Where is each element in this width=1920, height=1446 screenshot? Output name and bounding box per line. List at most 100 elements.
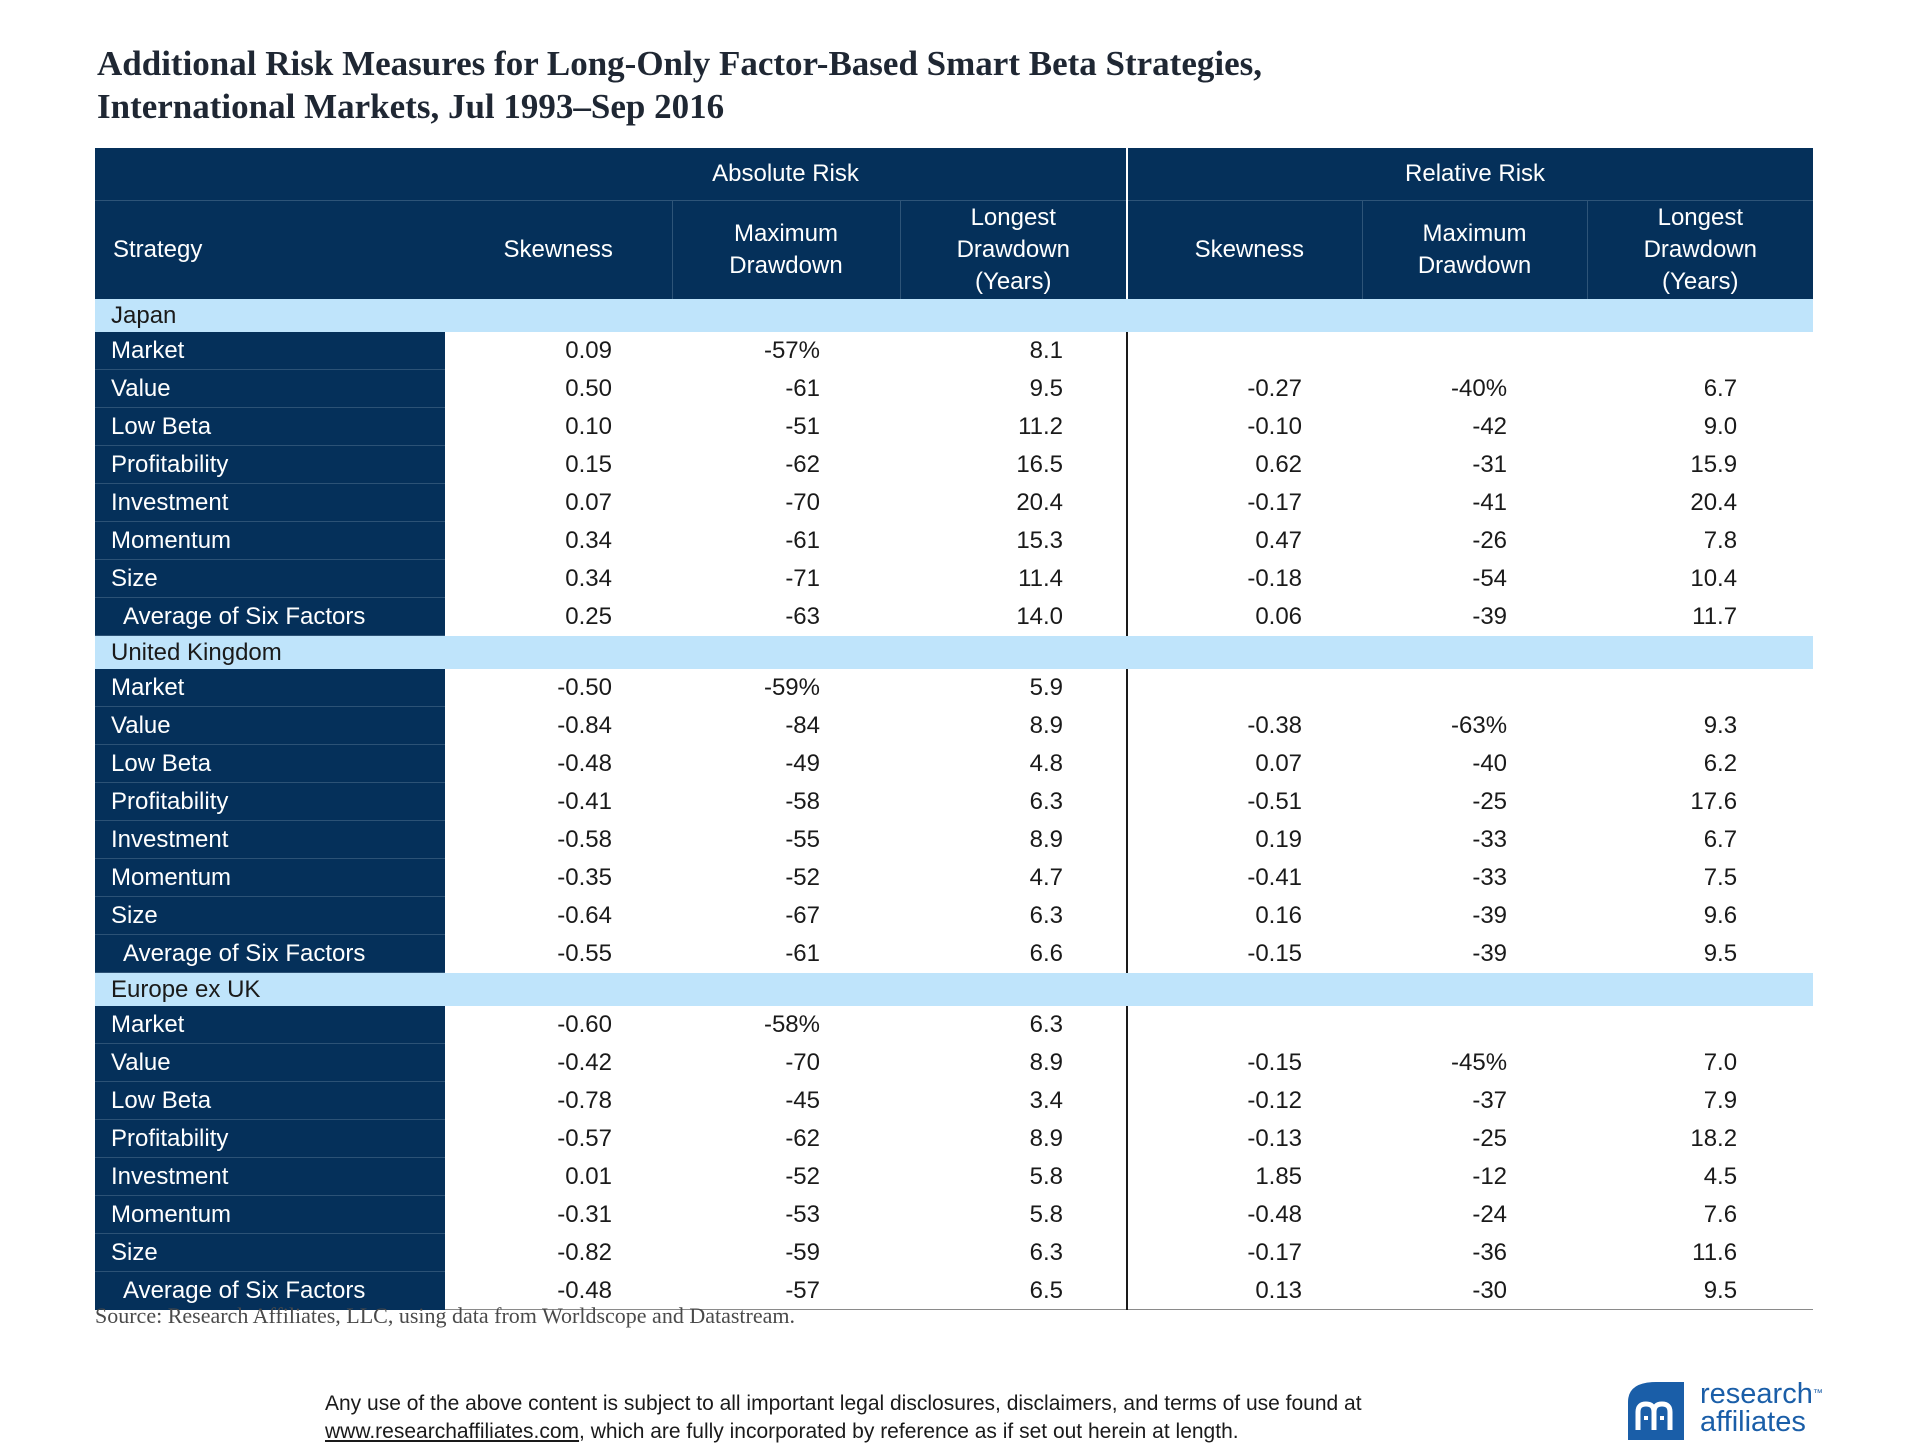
abs-skewness-cell: 0.34 xyxy=(565,565,612,592)
rel-longest-drawdown-cell: 7.5 xyxy=(1703,864,1738,891)
rel-longest-drawdown-cell: 9.5 xyxy=(1703,940,1738,967)
table-divider xyxy=(1126,896,1138,935)
research-affiliates-logo-icon xyxy=(1628,1382,1684,1440)
abs-max-drawdown-cell: -70 xyxy=(785,1049,820,1076)
strategy-name-cell: Value xyxy=(95,369,445,408)
abs-skewness-cell: -0.64 xyxy=(557,902,612,929)
table-divider xyxy=(1126,934,1138,973)
rel-skewness-cell: -0.48 xyxy=(1247,1201,1303,1228)
header-text: Longest xyxy=(1657,204,1743,231)
rel-max-drawdown-cell: -25 xyxy=(1472,1125,1508,1152)
section-name: United Kingdom xyxy=(95,635,1814,669)
table-row: Momentum 0.34 -61 15.3 0.47 -26 7.8 xyxy=(95,521,1813,560)
rel-skewness-cell: -0.41 xyxy=(1247,864,1303,891)
rel-skewness-cell: -0.17 xyxy=(1247,1239,1303,1266)
rel-max-drawdown-cell: -26 xyxy=(1472,527,1508,554)
rel-max-drawdown-cell: -40 xyxy=(1472,750,1508,777)
abs-max-drawdown-cell: -57% xyxy=(763,337,820,365)
rel-longest-drawdown-cell: 6.7 xyxy=(1703,375,1738,402)
abs-max-drawdown-cell: -57 xyxy=(672,1271,900,1310)
abs-max-drawdown-cell: -62 xyxy=(785,1125,820,1152)
header-rel-longest-drawdown: Longest Drawdown (Years) xyxy=(1586,200,1814,299)
rel-skewness-cell: 0.16 xyxy=(1255,902,1303,929)
rel-skewness-cell: 0.06 xyxy=(1255,603,1303,630)
header-text: Drawdown xyxy=(729,252,843,279)
abs-max-drawdown-cell: -51 xyxy=(785,413,820,440)
rel-max-drawdown-cell xyxy=(1362,1006,1587,1044)
abs-max-drawdown-cell: -70 xyxy=(785,489,820,516)
abs-skewness-cell: 0.15 xyxy=(565,451,612,478)
abs-skewness-cell: 0.01 xyxy=(565,1163,612,1190)
abs-longest-drawdown-cell: 8.1 xyxy=(1029,337,1064,365)
abs-longest-drawdown-cell: 4.8 xyxy=(1029,750,1064,777)
disclaimer-line-2: www.researchaffiliates.com, which are fu… xyxy=(325,1418,1625,1446)
table-row: Value 0.50 -61 9.5 -0.27 -40% 6.7 xyxy=(95,369,1813,408)
abs-longest-drawdown-cell: 5.9 xyxy=(1029,674,1064,702)
abs-skewness-cell: -0.78 xyxy=(557,1087,612,1114)
header-divider xyxy=(1126,200,1138,299)
rel-longest-drawdown-cell: 18.2 xyxy=(1690,1125,1738,1152)
table-row: Average of Six Factors 0.25 -63 14.0 0.06 -39… xyxy=(95,597,1813,636)
abs-skewness-cell: -0.82 xyxy=(557,1239,612,1266)
table-row: Market -0.50 -59% 5.9 xyxy=(95,669,1813,707)
abs-max-drawdown-cell: -58% xyxy=(763,1011,820,1039)
table-divider xyxy=(1126,1195,1138,1234)
table-row: Size -0.64 -67 6.3 0.16 -39 9.6 xyxy=(95,896,1813,935)
table-row: Low Beta 0.10 -51 11.2 -0.10 -42 9.0 xyxy=(95,407,1813,446)
rel-longest-drawdown-cell xyxy=(1587,1006,1813,1044)
table-row: Profitability -0.57 -62 8.9 -0.13 -25 18.2 xyxy=(95,1119,1813,1158)
table-row: Size 0.34 -71 11.4 -0.18 -54 10.4 xyxy=(95,559,1813,598)
logo-trademark: ™ xyxy=(1812,1388,1823,1399)
rel-longest-drawdown-cell xyxy=(1587,332,1813,370)
abs-longest-drawdown-cell: 3.4 xyxy=(1029,1087,1064,1114)
header-blank xyxy=(95,148,445,201)
rel-max-drawdown-cell: -39 xyxy=(1472,902,1508,929)
rel-longest-drawdown-cell: 6.7 xyxy=(1703,826,1738,853)
abs-longest-drawdown-cell: 5.8 xyxy=(1029,1201,1064,1228)
header-abs-skewness: Skewness xyxy=(445,200,672,299)
risk-measures-table: Absolute Risk Relative Risk Strategy Ske… xyxy=(95,148,1814,1310)
strategy-name-cell: Momentum xyxy=(95,521,445,560)
abs-longest-drawdown-cell: 9.5 xyxy=(1029,375,1064,402)
rel-longest-drawdown-cell: 9.6 xyxy=(1703,902,1738,929)
abs-max-drawdown-cell: -58 xyxy=(785,788,820,815)
abs-max-drawdown-cell: -67 xyxy=(785,902,820,929)
logo-wordmark: research™ affiliates xyxy=(1700,1380,1823,1438)
title-line-1: Additional Risk Measures for Long-Only F… xyxy=(97,44,1262,83)
strategy-name-cell: Momentum xyxy=(95,1195,445,1234)
strategy-name-cell: Value xyxy=(95,706,445,745)
rel-max-drawdown-cell: -31 xyxy=(1472,451,1508,478)
abs-skewness-cell: -0.42 xyxy=(557,1049,612,1076)
abs-skewness-cell: -0.84 xyxy=(557,712,612,739)
header-text: (Years) xyxy=(975,268,1052,295)
table-row: Low Beta -0.78 -45 3.4 -0.12 -37 7.9 xyxy=(95,1081,1813,1120)
rel-max-drawdown-cell: -54 xyxy=(1472,565,1508,592)
abs-skewness-cell: -0.41 xyxy=(557,788,612,815)
strategy-name-cell: Low Beta xyxy=(95,1081,445,1120)
header-rel-skewness: Skewness xyxy=(1137,200,1363,299)
abs-skewness-cell: 0.07 xyxy=(565,489,612,516)
header-text: Drawdown xyxy=(1643,236,1757,263)
logo-line-2: affiliates xyxy=(1700,1406,1806,1438)
table-divider xyxy=(1126,332,1138,370)
abs-skewness-cell: 0.34 xyxy=(565,527,612,554)
strategy-name-cell: Momentum xyxy=(95,858,445,897)
rel-max-drawdown-cell xyxy=(1362,332,1587,370)
table-row: Market 0.09 -57% 8.1 xyxy=(95,332,1813,370)
header-divider xyxy=(1126,148,1138,201)
rel-skewness-cell: 0.07 xyxy=(1255,750,1303,777)
rel-max-drawdown-cell: -39 xyxy=(1472,940,1508,967)
table-row: Momentum -0.35 -52 4.7 -0.41 -33 7.5 xyxy=(95,858,1813,897)
strategy-name-cell: Size xyxy=(95,559,445,598)
rel-max-drawdown-cell: -12 xyxy=(1472,1163,1508,1190)
rel-skewness-cell: -0.18 xyxy=(1247,565,1303,592)
strategy-name-cell: Profitability xyxy=(95,1119,445,1158)
strategy-name-cell: Low Beta xyxy=(95,744,445,783)
rel-max-drawdown-cell: -42 xyxy=(1472,413,1508,440)
rel-longest-drawdown-cell: 7.8 xyxy=(1703,527,1738,554)
website-link[interactable]: www.researchaffiliates.com xyxy=(325,1420,580,1443)
header-text: (Years) xyxy=(1662,268,1739,295)
strategy-name-cell: Size xyxy=(95,896,445,935)
section-header-row: Europe ex UK xyxy=(95,972,1814,1006)
abs-longest-drawdown-cell: 14.0 xyxy=(1016,603,1064,630)
